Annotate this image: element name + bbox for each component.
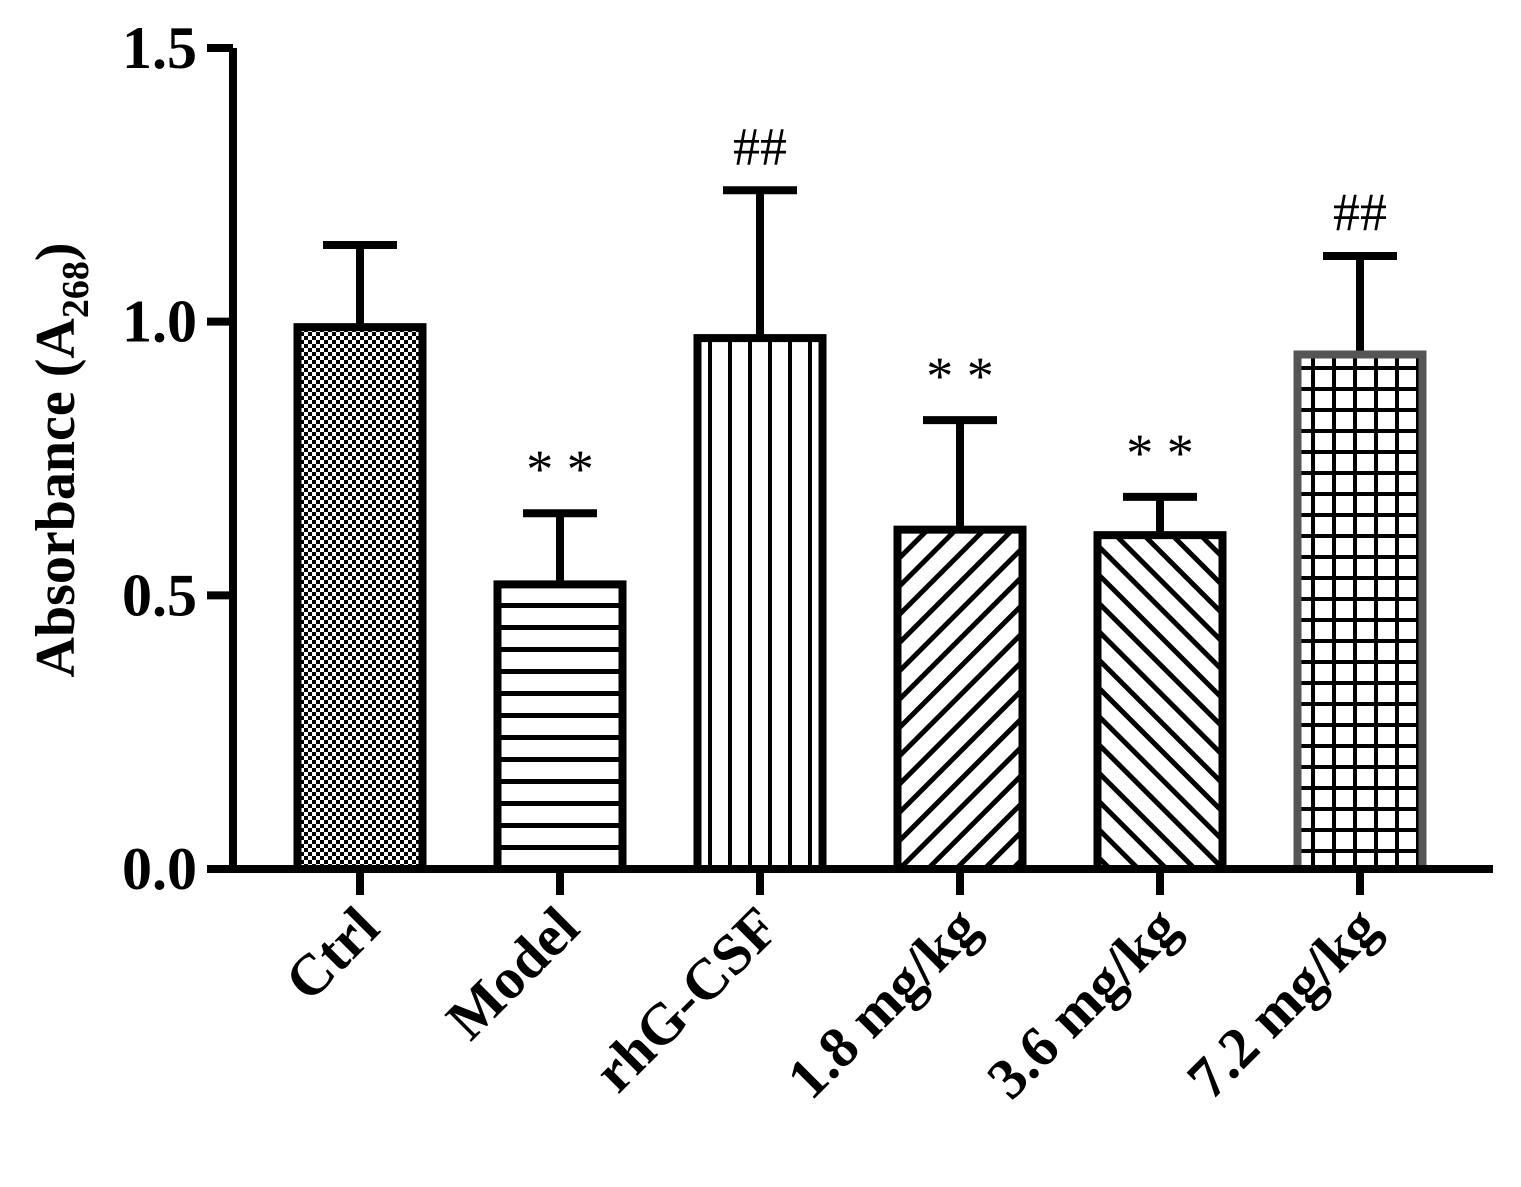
x-tick-label-2: rhG-CSF [581, 894, 791, 1104]
significance-label-3: * * [926, 346, 994, 406]
bar-4 [1093, 531, 1227, 873]
plot-area: Ctrl * * Model ## rhG-CSF * * 1.8 mg/kg * * 3.6 … [122, 15, 1493, 1111]
y-tick-label-2: 1.0 [122, 289, 197, 355]
y-axis-title-main: Absorbance (A [25, 318, 87, 678]
bar-2 [693, 334, 827, 873]
significance-label-5: ## [1333, 182, 1387, 242]
y-tick-label-0: 0.0 [122, 836, 197, 902]
significance-label-1: * * [526, 439, 594, 499]
y-tick-label-1: 0.5 [122, 562, 197, 628]
y-axis-title: Absorbance (A268) [25, 243, 97, 678]
bar-5 [1293, 350, 1427, 873]
x-tick-label-3: 1.8 mg/kg [774, 894, 991, 1111]
y-tick-label-3: 1.5 [122, 15, 197, 81]
y-axis-title-subscript: 268 [55, 261, 97, 318]
x-tick-label-1: Model [434, 894, 592, 1052]
x-tick-label-5: 7.2 mg/kg [1174, 894, 1391, 1111]
significance-label-4: * * [1126, 423, 1194, 483]
svg-text:Absorbance (A268): Absorbance (A268) [25, 243, 97, 678]
y-axis-title-close: ) [25, 243, 87, 262]
bar-1 [493, 580, 627, 873]
bar-3 [893, 525, 1027, 873]
significance-label-2: ## [733, 116, 787, 176]
bar-0 [293, 323, 427, 873]
x-tick-label-0: Ctrl [272, 894, 391, 1013]
x-tick-label-4: 3.6 mg/kg [974, 894, 1191, 1111]
